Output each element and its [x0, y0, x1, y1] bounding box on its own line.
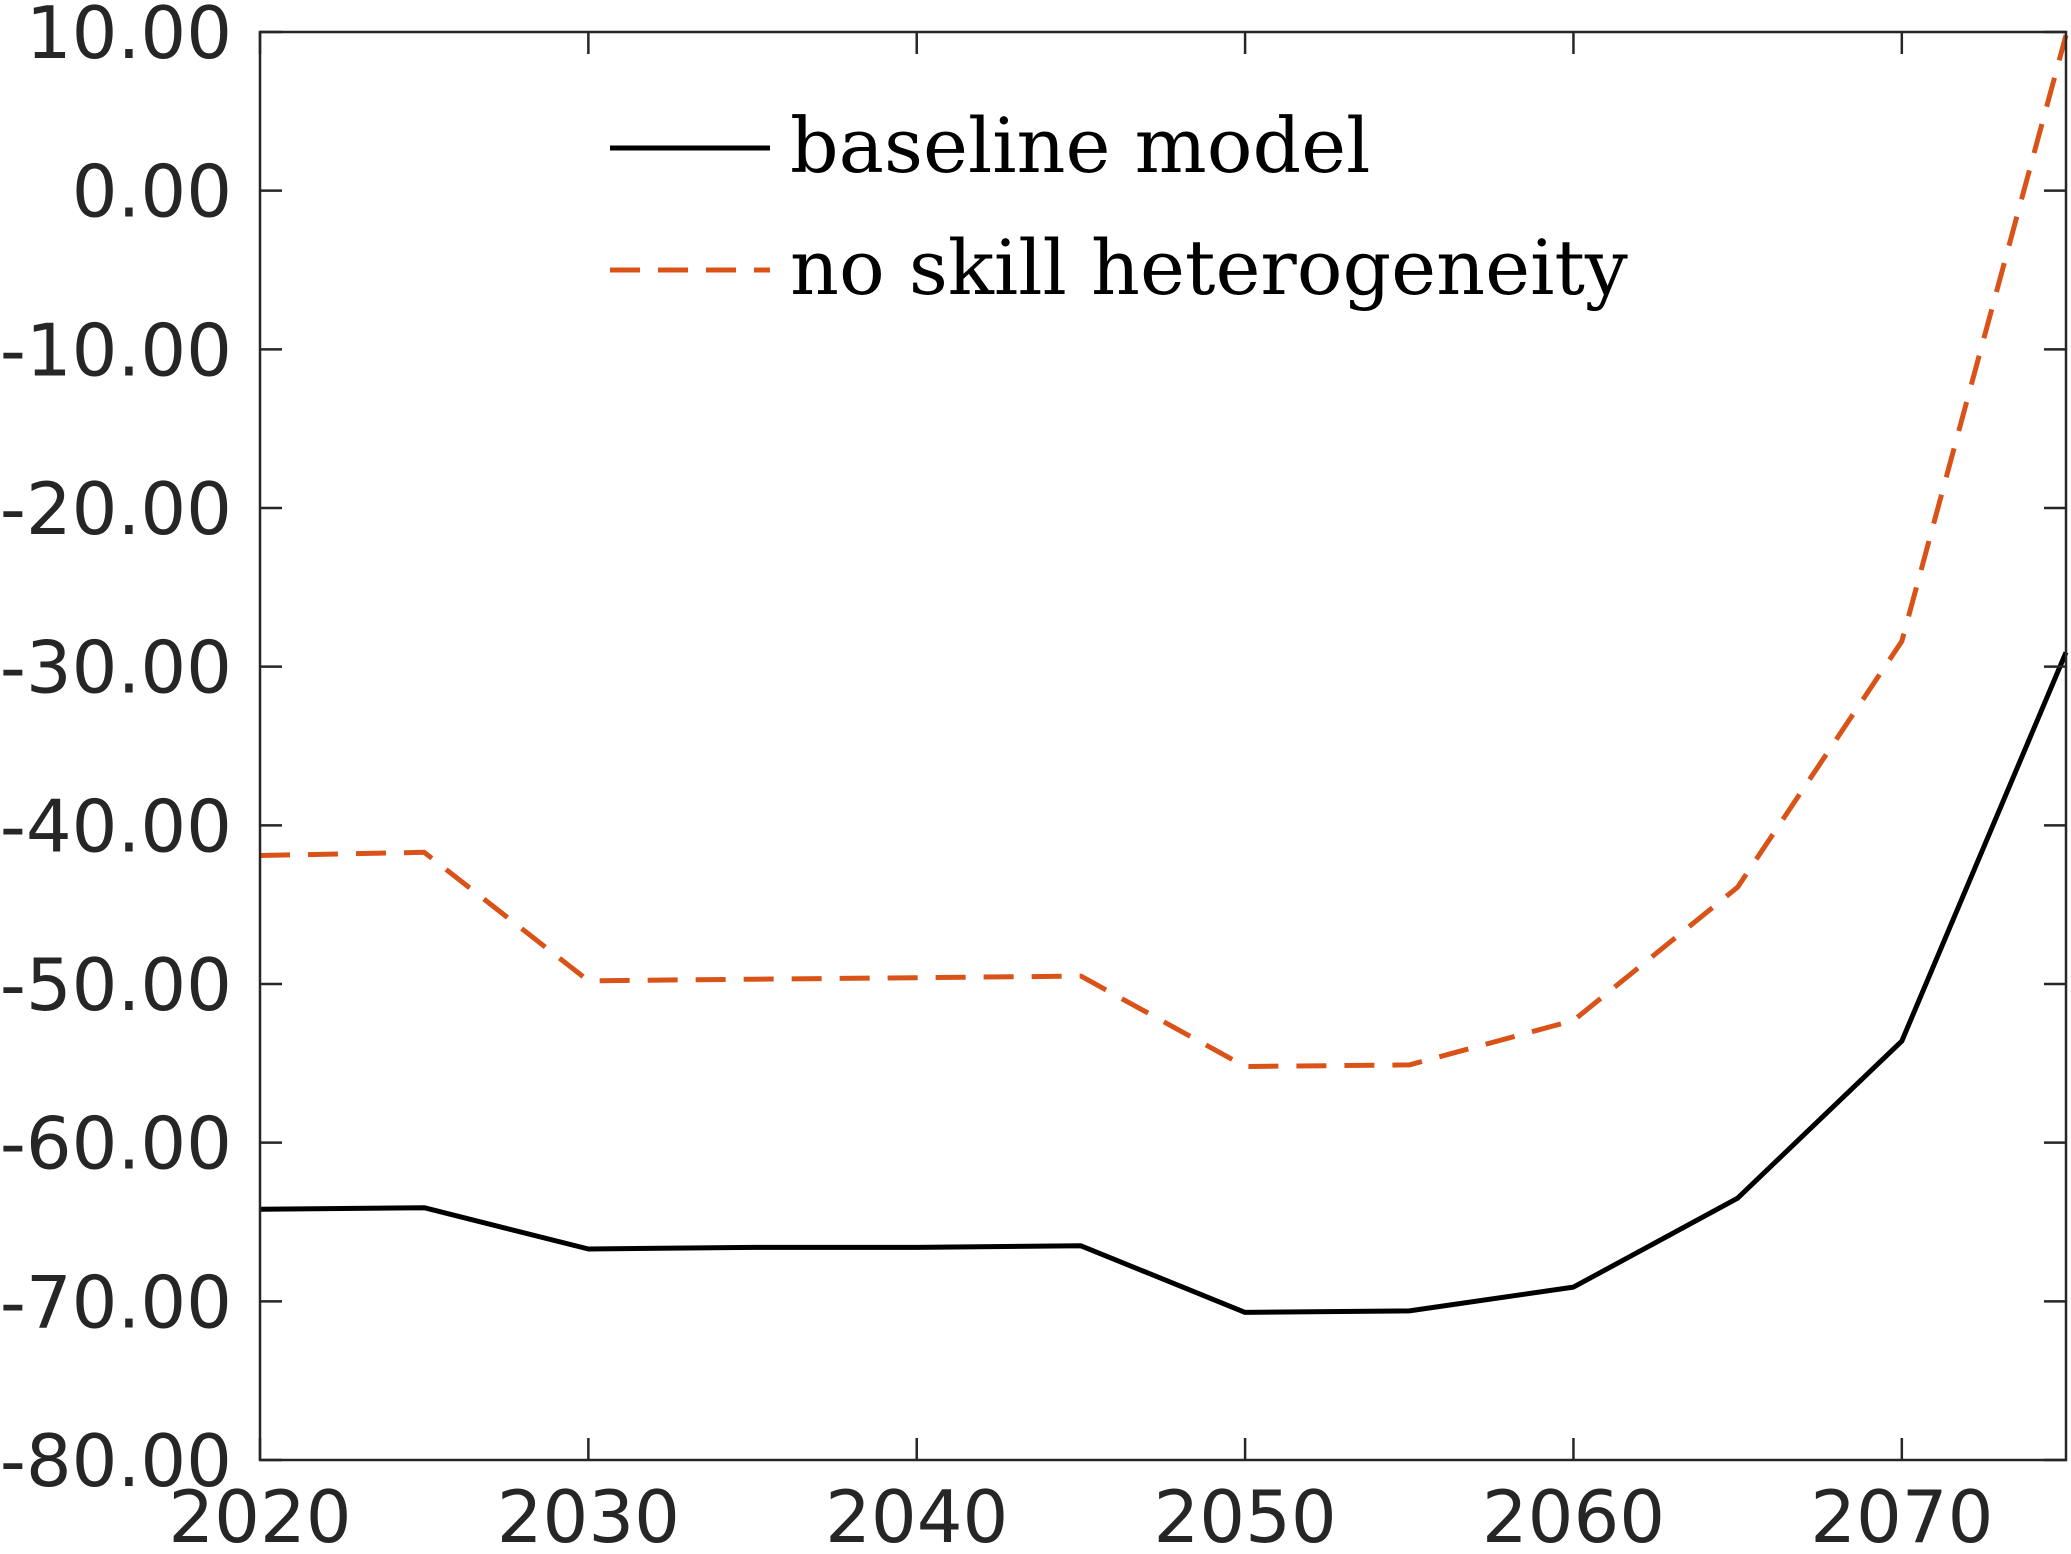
- y-tick-label: -10.00: [0, 308, 232, 392]
- y-tick-label: -70.00: [0, 1260, 232, 1344]
- y-tick-label: -40.00: [0, 784, 232, 868]
- series-line-no-skill-heterogeneity: [259, 34, 2069, 1069]
- plot-frame: [258, 30, 2068, 1462]
- y-tick-label: -80.00: [0, 1419, 232, 1503]
- y-tick-label: -30.00: [0, 626, 232, 710]
- y-tick-label: -60.00: [0, 1102, 232, 1186]
- y-tick-label: 10.00: [26, 0, 232, 75]
- x-tick-label: 2040: [825, 1475, 1008, 1554]
- x-tick-label: 2020: [168, 1475, 351, 1554]
- series-layer: [259, 34, 2069, 1315]
- legend-label-no-skill-heterogeneity: no skill heterogeneity: [790, 223, 1628, 312]
- x-tick-label: 2070: [1810, 1475, 1993, 1554]
- y-tick-label: -20.00: [0, 467, 232, 551]
- series-line-baseline-model: [259, 651, 2069, 1315]
- x-tick-label: 2050: [1153, 1475, 1336, 1554]
- legend-label-baseline-model: baseline model: [790, 101, 1370, 190]
- x-tick-label: 2030: [497, 1475, 680, 1554]
- y-tick-label: -50.00: [0, 943, 232, 1027]
- y-tick-label: 0.00: [72, 150, 232, 234]
- legend: baseline model no skill heterogeneity: [610, 101, 1628, 312]
- x-tick-label: 2060: [1482, 1475, 1665, 1554]
